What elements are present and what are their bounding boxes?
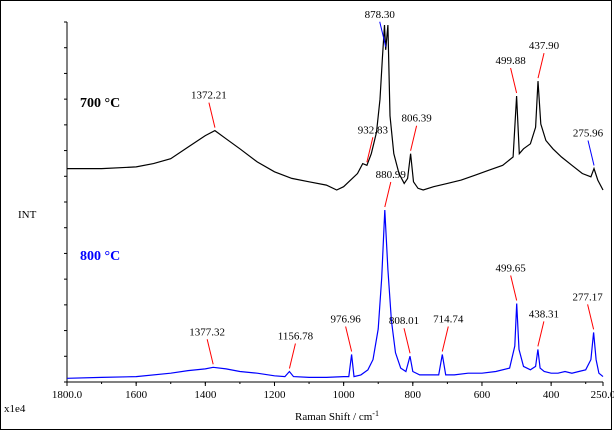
x-tick-label: 1000	[333, 389, 356, 401]
peak-leader-line	[208, 102, 216, 128]
peak-label: 1372.21	[191, 90, 227, 102]
peak-leader-line	[537, 52, 545, 79]
peak-leader-line	[537, 321, 545, 347]
peak-label: 437.90	[529, 40, 560, 52]
peak-label: 275.96	[573, 128, 604, 140]
x-axis-label-superscript: -1	[372, 409, 379, 418]
peak-leader-line	[403, 328, 411, 354]
series-800c: 1377.32 1156.78 976.96 880.99 808.01 714.74 49…	[66, 169, 604, 379]
peak-leader-line	[384, 181, 392, 208]
peak-label: 808.01	[389, 315, 419, 327]
x-tick-label: 800	[405, 389, 422, 401]
peak-label: 976.96	[330, 314, 361, 326]
peak-label: 438.31	[529, 308, 559, 320]
peak-leader-line	[206, 339, 214, 365]
peak-leader-line	[510, 275, 518, 301]
y-axis-label: INT	[18, 209, 37, 221]
peak-label: 806.39	[401, 113, 432, 125]
peak-label: 499.88	[495, 55, 526, 67]
y-scale-label: x1e4	[4, 403, 26, 415]
x-axis-label: Raman Shift / cm-1	[295, 409, 379, 423]
peak-label: 878.30	[365, 9, 396, 21]
series-label-800c: 800 °C	[80, 249, 120, 264]
spectrum-line	[67, 24, 604, 191]
x-tick-label: 1400	[194, 389, 217, 401]
x-tick-label: 400	[543, 389, 560, 401]
peak-label: 880.99	[376, 169, 407, 181]
peak-label: 1377.32	[189, 326, 225, 338]
peak-label: 499.65	[496, 263, 527, 275]
peak-label: 277.17	[572, 291, 603, 303]
peak-label: 1156.78	[278, 331, 314, 343]
peak-leader-line	[366, 137, 374, 163]
peak-leader-line	[510, 67, 518, 94]
x-tick-label: 1600	[125, 389, 148, 401]
peak-label: 932.83	[358, 124, 389, 136]
axes: 1800.0 1600 1400 1200 1000 800 600 400 250.0	[52, 21, 614, 401]
x-tick-label: 600	[474, 389, 491, 401]
peak-leader-line	[587, 304, 595, 330]
peak-leader-line	[345, 326, 353, 352]
peak-leader-line	[379, 21, 387, 47]
x-tick-label: 1200	[263, 389, 286, 401]
peak-leader-line	[288, 343, 296, 369]
x-axis-label-text: Raman Shift / cm	[295, 411, 373, 423]
x-tick-label: 1800.0	[52, 389, 83, 401]
y-scale-label-text: x1e4	[4, 403, 26, 415]
x-tick-label: 250.0	[591, 389, 614, 401]
peak-leader-line	[587, 140, 595, 166]
peak-leader-line	[441, 326, 449, 352]
peak-label: 714.74	[433, 314, 464, 326]
peak-leader-line	[410, 125, 418, 151]
spectrum-line	[66, 209, 604, 379]
series-label-700c: 700 °C	[80, 96, 120, 111]
